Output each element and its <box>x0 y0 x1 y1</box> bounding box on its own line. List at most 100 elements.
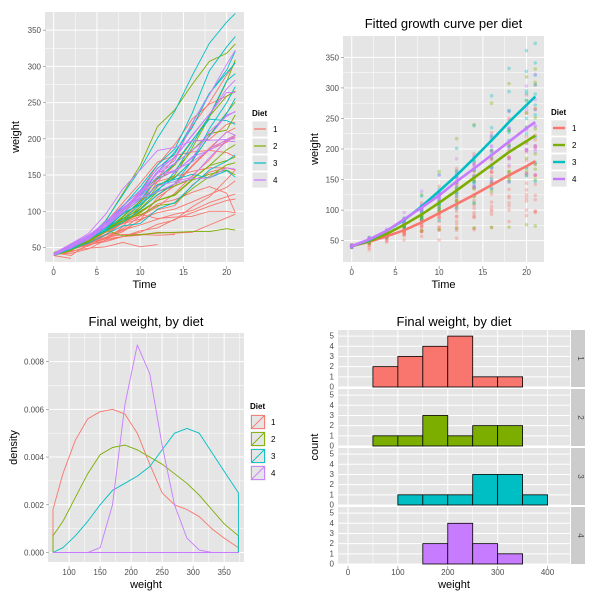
y-tick-label: 2 <box>330 480 335 489</box>
data-point-diet-1 <box>472 215 476 220</box>
data-point-diet-1 <box>454 183 459 187</box>
data-point-diet-2 <box>533 116 538 120</box>
data-point-diet-1 <box>402 232 406 237</box>
panel-3 <box>48 333 244 562</box>
data-point-diet-3 <box>472 200 476 205</box>
data-point-diet-1 <box>454 222 459 226</box>
data-point-diet-1 <box>437 204 441 209</box>
data-point-diet-3 <box>472 180 476 184</box>
data-point-diet-1 <box>507 219 511 224</box>
data-point-diet-3 <box>507 130 511 135</box>
x-tick-label: 5 <box>393 268 398 277</box>
data-point-diet-1 <box>437 184 441 189</box>
data-point-diet-2 <box>533 80 538 85</box>
data-point-diet-3 <box>533 179 538 184</box>
data-point-diet-2 <box>419 216 424 220</box>
facet-strip-label: 4 <box>576 533 585 538</box>
data-point-diet-1 <box>489 169 494 174</box>
y-tick-label: 50 <box>32 244 41 253</box>
data-point-diet-1 <box>437 219 441 224</box>
x-tick-label: 0 <box>51 268 56 277</box>
data-point-diet-1 <box>533 182 538 187</box>
data-point-diet-1 <box>402 233 406 238</box>
data-point-diet-4 <box>507 180 511 184</box>
data-point-diet-3 <box>533 83 538 87</box>
data-point-diet-4 <box>437 197 441 201</box>
data-point-diet-3 <box>437 207 441 211</box>
data-point-diet-2 <box>533 167 538 171</box>
data-point-diet-2 <box>454 136 459 141</box>
y-tick-label: 250 <box>28 99 42 108</box>
series-line-diet-1 <box>53 198 236 255</box>
facet-strip-2 <box>571 389 585 446</box>
data-point-diet-1 <box>507 204 511 208</box>
data-point-diet-1 <box>419 234 424 239</box>
x-tick-label: 200 <box>124 568 138 577</box>
data-point-diet-4 <box>533 147 538 151</box>
data-point-diet-2 <box>472 201 476 206</box>
data-point-diet-1 <box>533 106 538 111</box>
data-point-diet-2 <box>533 107 538 112</box>
data-point-diet-3 <box>507 66 511 71</box>
data-point-diet-2 <box>524 111 529 115</box>
x-tick-label: 20 <box>222 268 231 277</box>
data-point-diet-3 <box>524 91 529 96</box>
legend-swatch-3 <box>251 449 265 463</box>
y-tick-label: 4 <box>330 460 335 469</box>
data-point-diet-1 <box>472 198 476 203</box>
histogram-bar-diet-3 <box>397 494 424 506</box>
data-point-diet-2 <box>533 224 538 228</box>
data-point-diet-4 <box>489 133 494 138</box>
histogram-bar-diet-1 <box>422 345 449 388</box>
y-tick-label: 1 <box>330 549 335 558</box>
data-point-diet-2 <box>419 216 424 220</box>
series-line-diet-4 <box>53 140 236 255</box>
data-point-diet-3 <box>507 89 511 94</box>
data-point-diet-1 <box>419 229 424 234</box>
data-point-diet-1 <box>507 200 511 205</box>
data-point-diet-1 <box>489 200 494 204</box>
data-point-diet-1 <box>524 171 529 176</box>
data-point-diet-1 <box>533 138 538 142</box>
histogram-bar-diet-2 <box>497 425 524 447</box>
data-point-diet-2 <box>489 156 494 161</box>
data-point-diet-3 <box>533 73 538 77</box>
data-point-diet-3 <box>524 89 529 93</box>
y-tick-label: 350 <box>28 26 42 35</box>
data-point-diet-1 <box>454 199 459 203</box>
facet-strip-label: 1 <box>576 356 585 361</box>
y-axis-label: count <box>309 434 321 461</box>
histogram-bar-diet-1 <box>397 356 424 388</box>
y-tick-label: 5 <box>330 509 335 518</box>
series-line-diet-3 <box>53 154 236 255</box>
data-point-diet-4 <box>533 144 538 149</box>
data-point-diet-1 <box>489 204 494 209</box>
histogram-bar-diet-1 <box>497 376 524 388</box>
data-point-diet-1 <box>419 227 424 232</box>
data-point-diet-3 <box>472 123 476 128</box>
x-tick-label: 400 <box>541 568 555 577</box>
data-point-diet-2 <box>419 217 424 222</box>
data-point-diet-4 <box>402 210 406 215</box>
data-point-diet-4 <box>489 156 494 161</box>
data-point-diet-1 <box>402 232 406 237</box>
data-point-diet-4 <box>507 109 511 114</box>
data-point-diet-1 <box>367 247 372 252</box>
data-point-diet-1 <box>524 158 529 163</box>
y-tick-label: 150 <box>28 171 42 180</box>
y-tick-label: 0.000 <box>24 548 45 557</box>
data-point-diet-1 <box>533 144 538 148</box>
data-point-diet-2 <box>533 152 538 156</box>
y-tick-label: 1 <box>330 490 335 499</box>
data-point-diet-2 <box>524 173 529 178</box>
data-point-diet-3 <box>489 134 494 138</box>
data-point-diet-1 <box>367 242 372 247</box>
data-point-diet-2 <box>489 149 494 153</box>
data-point-diet-3 <box>437 172 441 177</box>
data-point-diet-1 <box>524 147 529 152</box>
data-point-diet-1 <box>533 144 538 148</box>
data-point-diet-2 <box>533 177 538 182</box>
data-point-diet-1 <box>454 183 459 187</box>
data-point-diet-1 <box>384 237 389 242</box>
series-line-diet-1 <box>53 255 72 259</box>
